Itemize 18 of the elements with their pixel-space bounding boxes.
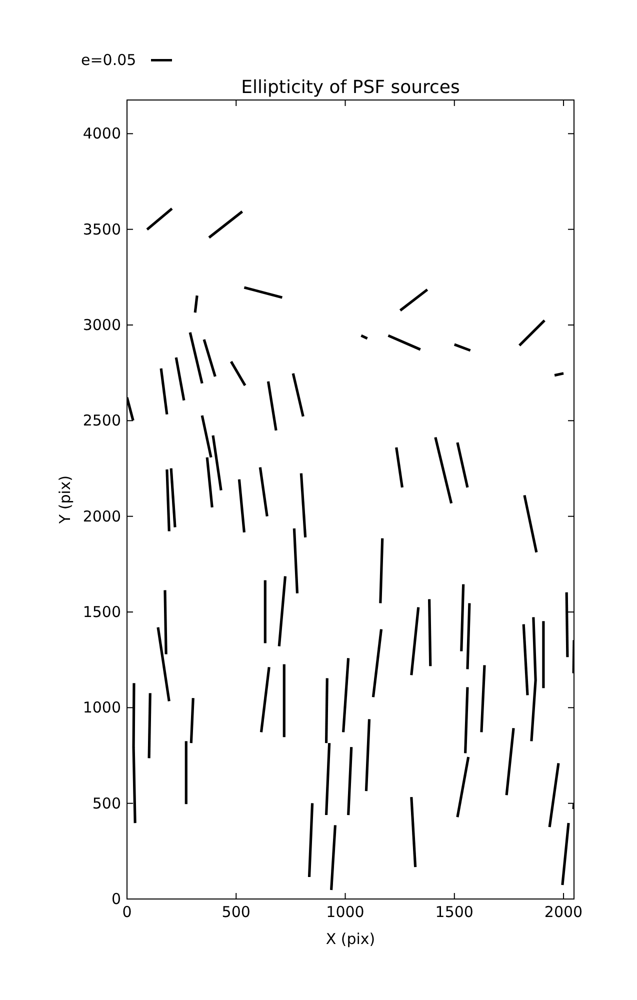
y-tick-label: 2500 bbox=[82, 412, 121, 430]
x-axis-title: X (pix) bbox=[326, 930, 376, 948]
y-tick-label: 0 bbox=[111, 890, 121, 908]
y-axis-title: Y (pix) bbox=[56, 475, 74, 525]
y-tick-label: 3000 bbox=[82, 316, 121, 334]
y-tick-label: 4000 bbox=[82, 124, 121, 143]
y-tick-label: 1000 bbox=[82, 698, 121, 717]
chart-title: Ellipticity of PSF sources bbox=[241, 77, 460, 98]
y-tick-label: 500 bbox=[92, 794, 121, 812]
x-tick-label: 1000 bbox=[326, 903, 364, 921]
text: e=0.05 bbox=[81, 51, 136, 69]
y-tick-label: 1500 bbox=[82, 603, 121, 622]
x-tick-label: 1500 bbox=[435, 903, 474, 921]
y-tick-label: 2000 bbox=[82, 507, 121, 526]
x-tick-label: 0 bbox=[122, 903, 132, 921]
y-tick-label: 3500 bbox=[82, 220, 121, 238]
x-tick-label: 2000 bbox=[544, 903, 583, 921]
x-tick-label: 500 bbox=[222, 903, 250, 921]
